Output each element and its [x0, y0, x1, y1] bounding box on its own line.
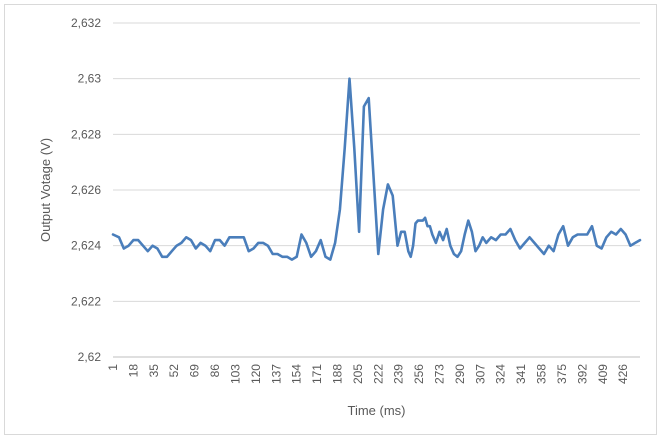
x-tick-label: 154 [290, 364, 304, 384]
y-axis-title: Output Votage (V) [38, 138, 53, 242]
x-tick-label: 324 [494, 364, 508, 384]
x-tick-label: 375 [555, 364, 569, 384]
x-tick-labels: 1 18 35 52 69 86 103 120 137 154 171 188 205 222 239 25… [106, 364, 630, 384]
y-tick-label: 2,628 [71, 127, 101, 141]
y-tick-label: 2,63 [78, 72, 102, 86]
x-tick-label: 290 [453, 364, 467, 384]
x-tick-label: 205 [351, 364, 365, 384]
x-tick-label: 222 [371, 364, 385, 384]
x-tick-label: 18 [126, 364, 140, 378]
x-tick-label: 120 [249, 364, 263, 384]
x-tick-label: 69 [188, 364, 202, 378]
x-tick-label: 137 [269, 364, 283, 384]
x-tick-label: 307 [473, 364, 487, 384]
x-tick-label: 35 [147, 364, 161, 378]
x-tick-label: 409 [596, 364, 610, 384]
x-tick-label: 239 [392, 364, 406, 384]
y-tick-label: 2,622 [71, 294, 101, 308]
x-tick-label: 273 [433, 364, 447, 384]
x-tick-label: 392 [575, 364, 589, 384]
chart-frame [4, 4, 657, 435]
x-tick-label: 1 [106, 364, 120, 371]
x-tick-label: 256 [412, 364, 426, 384]
x-axis-title: Time (ms) [347, 403, 405, 418]
x-tick-label: 103 [228, 364, 242, 384]
x-tick-label: 188 [330, 364, 344, 384]
x-tick-label: 52 [167, 364, 181, 378]
x-tick-label: 358 [535, 364, 549, 384]
y-tick-label: 2,626 [71, 183, 101, 197]
gridlines [113, 22, 640, 302]
y-tick-label: 2,632 [71, 16, 101, 30]
series-line [111, 77, 642, 261]
x-tick-label: 341 [514, 364, 528, 384]
x-tick-label: 426 [616, 364, 630, 384]
y-tick-labels: 2,62 2,622 2,624 2,626 2,628 2,63 2,632 [71, 16, 101, 364]
x-tick-label: 171 [310, 364, 324, 384]
y-tick-label: 2,624 [71, 239, 101, 253]
y-tick-label: 2,62 [78, 350, 102, 364]
x-tick-label: 86 [208, 364, 222, 378]
